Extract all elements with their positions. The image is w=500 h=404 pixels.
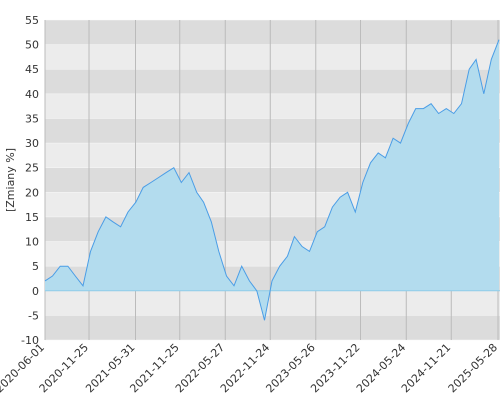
y-tick-label: 20 — [25, 186, 39, 199]
y-tick-label: 15 — [25, 211, 39, 224]
y-tick-label: 25 — [25, 162, 39, 175]
grid-band — [45, 20, 500, 45]
grid-band — [45, 315, 500, 340]
grid-band — [45, 290, 500, 316]
y-tick-label: 55 — [25, 14, 39, 27]
y-tick-label: 30 — [25, 137, 39, 150]
grid-band — [45, 69, 500, 94]
y-tick-label: -10 — [21, 334, 39, 347]
y-tick-label: 40 — [25, 88, 39, 101]
y-tick-label: -5 — [28, 309, 39, 322]
y-tick-label: 50 — [25, 39, 39, 52]
grid-band — [45, 44, 500, 70]
x-tick-label: 2025-05-28 — [446, 341, 500, 395]
line — [44, 39, 500, 321]
y-tick-label: 5 — [32, 260, 39, 273]
y-axis-label: [Zmiany %] — [4, 148, 17, 212]
y-tick-label: 10 — [25, 236, 39, 249]
area — [45, 39, 499, 321]
y-tick-label: 45 — [25, 63, 39, 76]
y-tick-label: 35 — [25, 112, 39, 125]
y-tick-label: 0 — [32, 285, 39, 298]
